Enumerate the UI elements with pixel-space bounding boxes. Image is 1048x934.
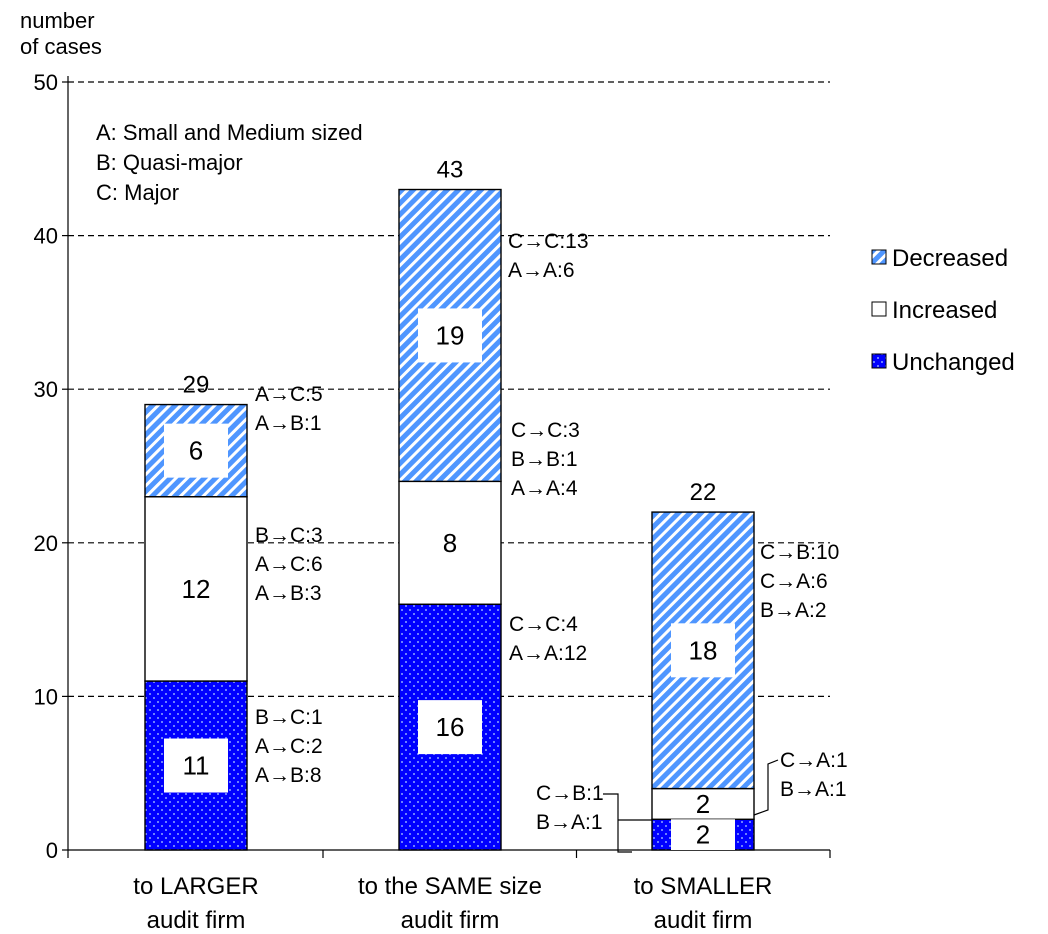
bar-total-label: 22 (690, 479, 717, 506)
annotation-line: A→A:12 (509, 642, 587, 665)
bar-increased (398, 480, 502, 605)
annotation: C→C:4 A→A:12 (509, 613, 587, 665)
legend-swatch-unchanged (871, 353, 887, 369)
abbreviation-note-line: B: Quasi-major (96, 150, 243, 175)
bar-value-label: 12 (182, 574, 211, 604)
annotation: B→C:3 A→C:6 A→B:3 (255, 524, 323, 605)
y-tick-label: 0 (46, 838, 58, 863)
legend-label: Unchanged (892, 349, 1015, 376)
annotation-line: A→C:5 (255, 383, 323, 406)
bar-value-label: 8 (443, 528, 457, 558)
legend-swatch-decreased (871, 249, 887, 265)
annotation-line: C→C:4 (509, 613, 578, 636)
annotation-line: C→C:13 (508, 230, 589, 253)
x-category-label-line: to LARGER (133, 873, 258, 900)
annotation-line: A→A:4 (511, 477, 578, 500)
annotation: C→B:1 B→A:1 (536, 782, 604, 834)
annotation-line: A→B:8 (255, 764, 322, 787)
y-tick-label: 50 (34, 70, 58, 95)
annotation: C→C:3 B→B:1 A→A:4 (511, 419, 580, 500)
annotation-line: C→A:1 (780, 749, 848, 772)
value-box (164, 423, 228, 478)
annotation: C→C:13 A→A:6 (508, 230, 589, 282)
legend-label: Increased (892, 297, 997, 324)
abbreviation-note: A: Small and Medium sized B: Quasi-major C… (96, 120, 363, 205)
value-box (671, 623, 735, 678)
y-tick-label: 10 (34, 684, 58, 709)
bar-value-label: 2 (696, 789, 710, 819)
x-category-label-line: audit firm (654, 907, 753, 934)
annotation-line: B→B:1 (511, 448, 578, 471)
bar-value-label: 6 (189, 436, 203, 466)
value-box (671, 819, 735, 850)
annotation-line: A→B:1 (255, 412, 322, 435)
annotation-line: B→A:2 (760, 599, 827, 622)
labels: 11 12 6 29 16 8 19 43 22 18 22 B→C:1 A→C:2 A→B:8 B→C:3… (96, 120, 848, 853)
bar-value-label: 19 (436, 320, 465, 350)
bar-total-label: 43 (437, 157, 464, 184)
bracket (753, 759, 779, 816)
y-tick-label: 40 (34, 224, 58, 249)
bar-total-label: 29 (183, 372, 210, 399)
annotation: C→B:10 C→A:6 B→A:2 (760, 541, 839, 622)
legend-label: Decreased (892, 245, 1008, 272)
annotation-line: A→B:3 (255, 582, 322, 605)
legend-swatch-increased (871, 301, 887, 317)
annotation: A→C:5 A→B:1 (255, 383, 323, 435)
bar-value-label: 16 (436, 712, 465, 742)
y-axis-title-line: of cases (20, 34, 102, 59)
annotation-line: C→B:1 (536, 782, 604, 805)
annotation-line: A→C:6 (255, 553, 323, 576)
value-box (164, 738, 228, 793)
y-tick-label: 20 (34, 531, 58, 556)
y-tick-label: 30 (34, 377, 58, 402)
annotation-line: C→C:3 (511, 419, 580, 442)
y-axis-title: number of cases (20, 8, 102, 59)
bar-value-label: 18 (689, 635, 718, 665)
annotation-line: C→B:10 (760, 541, 839, 564)
value-box (418, 700, 482, 755)
annotation-line: B→C:1 (255, 706, 323, 729)
legend: Decreased Increased Unchanged (871, 245, 1015, 376)
x-category-label-line: audit firm (147, 907, 246, 934)
bar-increased (651, 787, 755, 820)
y-axis-title-line: number (20, 8, 95, 33)
abbreviation-note-line: C: Major (96, 180, 179, 205)
annotation-line: C→A:6 (760, 570, 828, 593)
annotation: C→A:1 B→A:1 (780, 749, 848, 801)
value-box (418, 308, 482, 363)
annotation-line: A→A:6 (508, 259, 575, 282)
abbreviation-note-line: A: Small and Medium sized (96, 120, 363, 145)
annotation-line: B→C:3 (255, 524, 323, 547)
annotation-line: B→A:1 (536, 811, 603, 834)
x-category-label: to LARGER audit firm (133, 873, 258, 934)
x-category-label-line: to SMALLER (634, 873, 773, 900)
bracket (603, 793, 632, 853)
bar-value-label: 2 (696, 820, 710, 850)
annotation-line: B→A:1 (780, 778, 847, 801)
x-category-label-line: audit firm (401, 907, 500, 934)
x-category-label: to SMALLER audit firm (634, 873, 773, 934)
x-category-label-line: to the SAME size (358, 873, 542, 900)
bar-increased (144, 496, 248, 682)
annotation: B→C:1 A→C:2 A→B:8 (255, 706, 323, 787)
bar-value-label: 11 (183, 751, 210, 781)
axes: 0 10 20 30 40 50 number of cases to LARGER audit … (20, 8, 831, 934)
x-category-label: to the SAME size audit firm (358, 873, 542, 934)
annotation-line: A→C:2 (255, 735, 323, 758)
